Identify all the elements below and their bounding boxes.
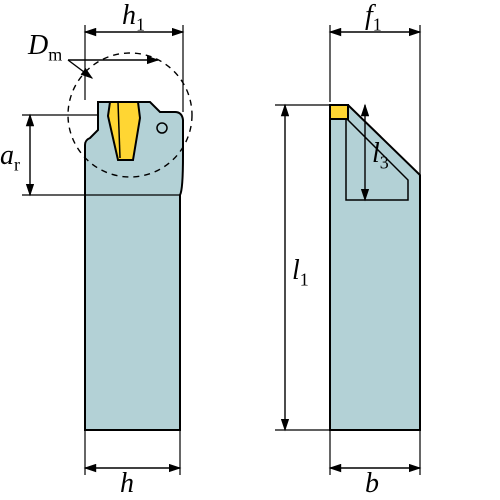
diagram-canvas: Dm ar h1 h f1 l3 l1 b [0,0,500,500]
right-insert [330,105,348,119]
label-f1: f1 [365,0,382,36]
drawing-svg [0,0,500,500]
label-h1: h1 [122,0,145,36]
label-l3: l3 [372,138,389,174]
label-dm: Dm [28,30,62,66]
label-l1: l1 [292,255,309,291]
label-ar: ar [0,140,20,176]
label-h: h [120,468,134,500]
label-b: b [365,468,379,500]
